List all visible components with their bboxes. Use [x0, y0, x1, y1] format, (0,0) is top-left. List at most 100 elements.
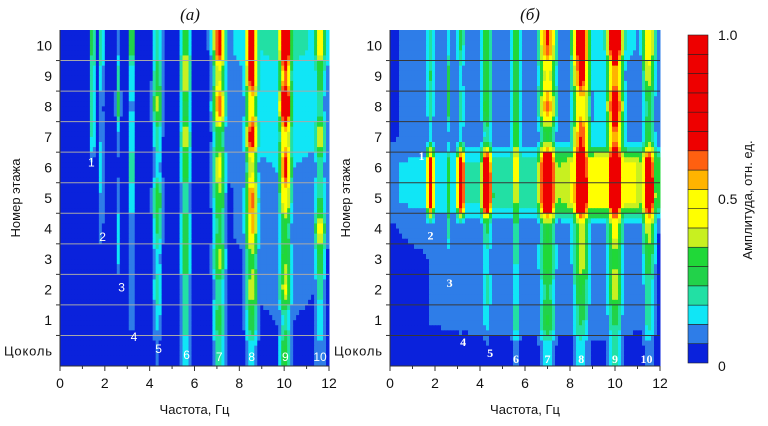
- heatmap-cell: [275, 228, 279, 235]
- heatmap-cell: [227, 70, 231, 77]
- heatmap-cell: [116, 142, 121, 148]
- heatmap-cell: [245, 279, 249, 286]
- heatmap-cell: [218, 172, 222, 179]
- heatmap-cell: [215, 136, 219, 143]
- heatmap-cell: [281, 264, 285, 270]
- heatmap-cell: [65, 131, 70, 138]
- heatmap-cell: [116, 106, 121, 112]
- heatmap-cell: [257, 248, 261, 255]
- heatmap-cell: [206, 65, 210, 72]
- heatmap-cell: [317, 40, 321, 46]
- heatmap-cell: [86, 35, 91, 41]
- heatmap-cell: [326, 264, 330, 270]
- heatmap-cell: [254, 167, 258, 174]
- heatmap-cell: [137, 91, 142, 97]
- heatmap-cell: [311, 218, 315, 224]
- heatmap-cell: [326, 162, 330, 168]
- heatmap-cell: [254, 106, 258, 112]
- heatmap-cell: [305, 294, 309, 301]
- heatmap-cell: [296, 299, 300, 306]
- heatmap-cell: [101, 136, 106, 143]
- heatmap-cell: [119, 131, 124, 138]
- heatmap-cell: [86, 147, 91, 153]
- heatmap-cell: [131, 162, 136, 168]
- heatmap-cell: [320, 142, 324, 148]
- heatmap-cell: [257, 203, 261, 209]
- heatmap-cell: [302, 172, 306, 179]
- heatmap-cell: [191, 289, 195, 296]
- heatmap-cell: [302, 192, 306, 199]
- heatmap-cell: [203, 279, 207, 286]
- heatmap-cell: [113, 299, 118, 306]
- heatmap-cell: [284, 111, 288, 118]
- heatmap-cell: [203, 60, 207, 67]
- heatmap-cell: [239, 40, 243, 46]
- heatmap-cell: [212, 60, 216, 67]
- heatmap-cell: [269, 223, 273, 230]
- heatmap-cell: [278, 172, 282, 179]
- heatmap-cell: [326, 157, 330, 163]
- heatmap-cell: [248, 142, 252, 148]
- heatmap-cell: [278, 86, 282, 92]
- heatmap-cell: [239, 238, 243, 245]
- heatmap-cell: [62, 116, 67, 123]
- heatmap-cell: [275, 254, 279, 260]
- heatmap-cell: [263, 116, 267, 123]
- heatmap-cell: [206, 60, 210, 67]
- heatmap-cell: [86, 116, 91, 123]
- heatmap-cell: [77, 111, 82, 118]
- heatmap-cell: [143, 121, 148, 128]
- heatmap-cell: [65, 152, 70, 158]
- heatmap-cell: [98, 192, 103, 199]
- heatmap-cell: [311, 182, 315, 189]
- heatmap-cell: [254, 86, 258, 92]
- heatmap-cell: [137, 223, 142, 230]
- heatmap-cell: [212, 70, 216, 77]
- heatmap-cell: [170, 248, 175, 255]
- heatmap-cell: [254, 182, 258, 189]
- heatmap-cell: [152, 248, 157, 255]
- heatmap-cell: [113, 213, 118, 219]
- heatmap-cell: [107, 310, 112, 316]
- heatmap-cell: [125, 121, 130, 128]
- heatmap-cell: [227, 259, 231, 265]
- heatmap-cell: [170, 111, 175, 118]
- heatmap-cell: [290, 304, 294, 311]
- heatmap-cell: [104, 310, 109, 316]
- heatmap-cell: [266, 203, 270, 209]
- heatmap-cell: [224, 40, 228, 46]
- heatmap-cell: [116, 208, 121, 214]
- heatmap-cell: [206, 238, 210, 245]
- heatmap-cell: [281, 289, 285, 296]
- heatmap-cell: [311, 203, 315, 209]
- heatmap-cell: [152, 40, 157, 46]
- heatmap-cell: [254, 187, 258, 194]
- heatmap-cell: [323, 96, 327, 102]
- heatmap-cell: [125, 91, 130, 97]
- heatmap-cell: [137, 121, 142, 128]
- heatmap-cell: [101, 101, 106, 107]
- heatmap-cell: [68, 238, 73, 245]
- heatmap-cell: [68, 106, 73, 112]
- heatmap-cell: [242, 279, 246, 286]
- heatmap-cell: [302, 30, 306, 36]
- heatmap-cell: [146, 55, 151, 62]
- heatmap-cell: [206, 157, 210, 163]
- heatmap-cell: [221, 269, 225, 275]
- heatmap-cell: [80, 254, 85, 260]
- heatmap-cell: [104, 111, 109, 118]
- heatmap-cell: [278, 106, 282, 112]
- heatmap-cell: [218, 60, 222, 67]
- heatmap-cell: [188, 228, 193, 235]
- heatmap-cell: [143, 147, 148, 153]
- heatmap-cell: [158, 147, 163, 153]
- heatmap-cell: [83, 172, 88, 179]
- heatmap-cell: [230, 177, 234, 184]
- heatmap-cell: [170, 177, 175, 184]
- heatmap-cell: [311, 121, 315, 128]
- heatmap-cell: [149, 223, 154, 230]
- heatmap-cell: [182, 152, 187, 158]
- heatmap-cell: [140, 198, 145, 204]
- heatmap-cell: [326, 111, 330, 118]
- heatmap-cell: [194, 30, 198, 36]
